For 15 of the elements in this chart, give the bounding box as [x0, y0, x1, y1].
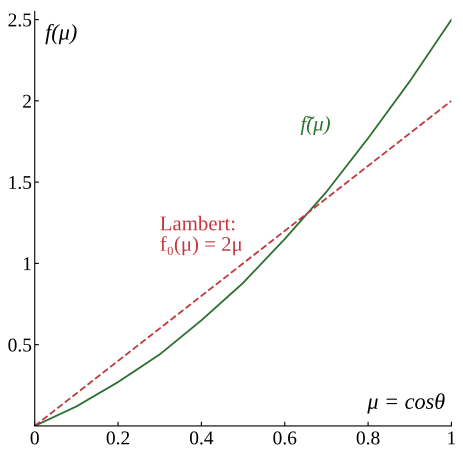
x-tick-label: 0 — [30, 431, 39, 444]
series-label: Lambert: f₀(μ) = 2μ — [160, 216, 242, 256]
x-tick-label: 0.4 — [190, 431, 214, 445]
y-tick-label: 1.5 — [9, 176, 32, 190]
x-axis-title: μ = cosθ — [367, 393, 445, 414]
y-tick-label: 0.5 — [8, 338, 32, 352]
x-tick-label: 1 — [448, 431, 456, 444]
y-tick-label: 2 — [23, 94, 31, 108]
y-tick-label: 2.5 — [8, 13, 32, 27]
y-axis-title: f(μ) — [45, 24, 77, 44]
x-tick-label: 0.8 — [356, 431, 380, 445]
series-label: f̃(μ) — [300, 116, 330, 135]
y-tick-label: 1 — [24, 257, 31, 270]
x-tick-label: 0.6 — [273, 431, 296, 445]
x-tick-label: 0.2 — [106, 431, 130, 445]
